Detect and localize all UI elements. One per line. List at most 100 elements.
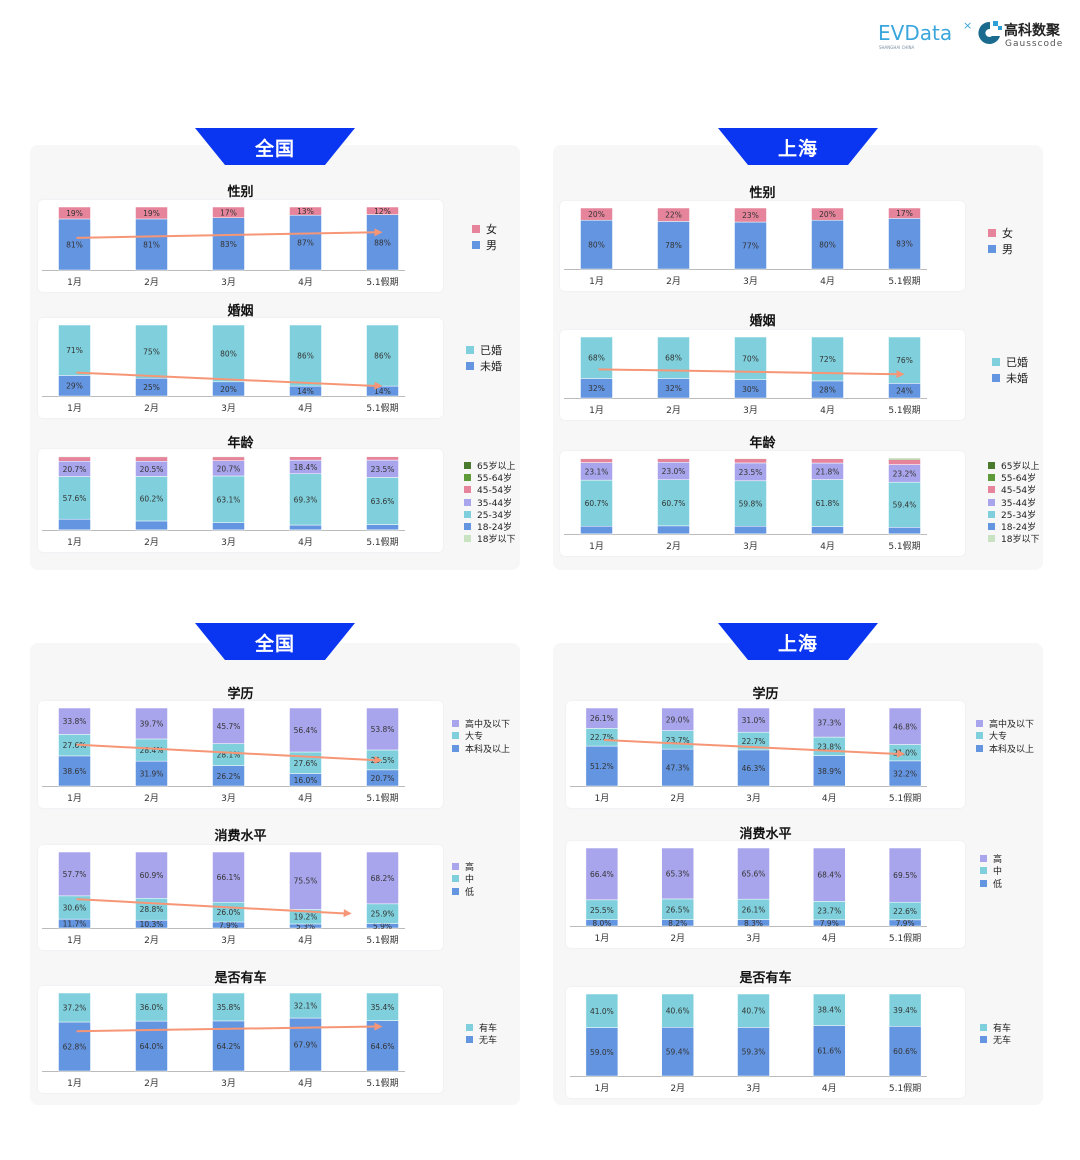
bar-segment [289,524,322,531]
chart-legend: 有车 无车 [980,1021,1011,1046]
x-tick-label: 1月 [589,276,604,287]
stacked-bar-chart: 51.2% 22.7% 26.1% 1月 47.3% 23.7% 29.0% 2月 46.3% 2… [570,707,927,804]
chart-card: 29% 71% 1月 25% 75% 2月 20% 80% 3月 14% 86% 4月 14% 86% 5.… [38,318,443,418]
x-tick-label: 3月 [221,1078,236,1089]
bar-segment [813,847,846,902]
data-label: 63.1% [217,495,241,504]
legend-swatch [992,374,1000,382]
bar-segment [888,847,922,903]
data-label: 22% [665,211,682,220]
bar-segment [657,525,690,535]
legend-swatch [464,461,471,469]
legend-item: 中 [980,865,1002,877]
chart-legend: 女男 [472,221,497,253]
bar-segment [813,707,846,738]
chart-card: 80% 20% 1月 78% 22% 2月 77% 23% 3月 80% 20% 4月 83% 17% 5.… [560,201,965,291]
chart-legend: 女男 [988,225,1013,257]
legend-label: 25-34岁 [477,510,513,521]
legend-label: 未婚 [1006,372,1028,385]
data-label: 65.6% [742,870,766,879]
legend-swatch [988,486,995,494]
bar-segment [135,324,168,379]
trend-arrow-line [76,371,377,388]
x-tick-label: 4月 [298,277,313,288]
data-label: 28% [819,385,836,394]
svg-text:×: × [963,19,972,32]
x-tick-label: 2月 [144,793,159,804]
legend-swatch [988,461,995,469]
data-label: 7.9% [896,919,915,928]
x-tick-label: 4月 [820,405,835,416]
bar-segment [366,206,399,215]
data-label: 23.1% [585,467,609,476]
data-label: 87% [297,239,314,248]
x-tick-label: 4月 [820,541,835,552]
bar-segment [212,217,245,271]
x-tick-label: 3月 [221,793,236,804]
x-tick-label: 2月 [666,541,681,552]
bar-segment [737,993,770,1028]
x-tick-label: 2月 [670,1083,685,1094]
legend-item: 女 [988,225,1013,241]
legend-item: 有车 [980,1021,1011,1034]
bar-segment [585,707,619,729]
x-tick-label: 3月 [743,276,758,287]
legend-swatch [976,719,983,727]
data-label: 28.8% [140,905,164,914]
stacked-bar-chart: 38.6% 27.6% 33.8% 1月 31.9% 28.4% 39.7% 2月 26.2% 2… [42,707,405,804]
data-label: 68.2% [371,874,395,883]
data-label: 64.2% [217,1042,241,1051]
trend-arrow-head-icon [374,381,383,390]
data-label: 17% [896,209,913,218]
data-label: 20% [819,210,836,219]
data-label: 86% [297,352,314,361]
legend-swatch [466,1036,473,1044]
x-tick-label: 1月 [67,277,82,288]
data-label: 26.5% [666,905,690,914]
data-label: 26.1% [742,905,766,914]
bar-segment [366,992,399,1021]
gausscode-logo: 高科数聚 Gausscode [978,18,1073,56]
legend-item: 18-24岁 [464,520,515,533]
legend-label: 45-54岁 [1001,486,1037,497]
x-tick-label: 3月 [221,537,236,548]
legend-swatch [464,535,471,543]
chart-title: 消费水平 [739,827,792,842]
trend-arrow-head-icon [374,1022,383,1031]
legend-swatch [452,887,459,895]
legend-label: 45-54岁 [477,486,513,497]
data-label: 22.6% [893,907,917,916]
data-label: 53.8% [371,725,395,734]
legend-item: 55-64岁 [988,471,1039,484]
bar-segment [58,992,91,1023]
x-tick-label: 3月 [221,935,236,946]
x-tick-label: 5.1假期 [366,935,398,946]
legend-item: 本科及以上 [976,742,1034,755]
data-label: 67.9% [294,1041,318,1050]
legend-label: 女 [1002,227,1013,240]
chart-legend: 高中低 [980,852,1002,890]
bar-segment [366,477,399,525]
chart-card: 57.6% 20.7% 1月 60.2% 20.5% 2月 63.1% 20.7% 3月 69.3… [38,449,443,552]
chart-title: 是否有车 [214,971,267,986]
chart-card: 11.7% 30.6% 57.7% 1月 10.3% 28.8% 60.9% 2月 7.9% 26… [38,845,443,950]
data-label: 59.4% [893,501,917,510]
legend-item: 男 [472,237,497,253]
legend-swatch [988,245,996,253]
chart-card: 38.6% 27.6% 33.8% 1月 31.9% 28.4% 39.7% 2月 26.2% 2… [38,701,443,808]
bar-segment [289,214,322,271]
legend-item: 已婚 [466,342,502,358]
bar-segment [888,336,921,384]
svg-text:Gausscode: Gausscode [1005,39,1063,49]
trend-arrow-head-icon [896,749,906,758]
stacked-bar-chart: 57.6% 20.7% 1月 60.2% 20.5% 2月 63.1% 20.7% 3月 69.3… [42,455,405,548]
legend-item: 55-64岁 [464,471,515,484]
legend-item: 高 [980,852,1002,865]
chart-title: 性别 [227,185,254,200]
data-label: 32% [588,384,605,393]
data-label: 83% [220,240,237,249]
data-label: 24% [896,387,913,396]
bar-segment [58,518,91,531]
x-tick-label: 5.1假期 [366,403,398,414]
svg-text:SHANGHAI CHINA: SHANGHAI CHINA [879,45,915,50]
